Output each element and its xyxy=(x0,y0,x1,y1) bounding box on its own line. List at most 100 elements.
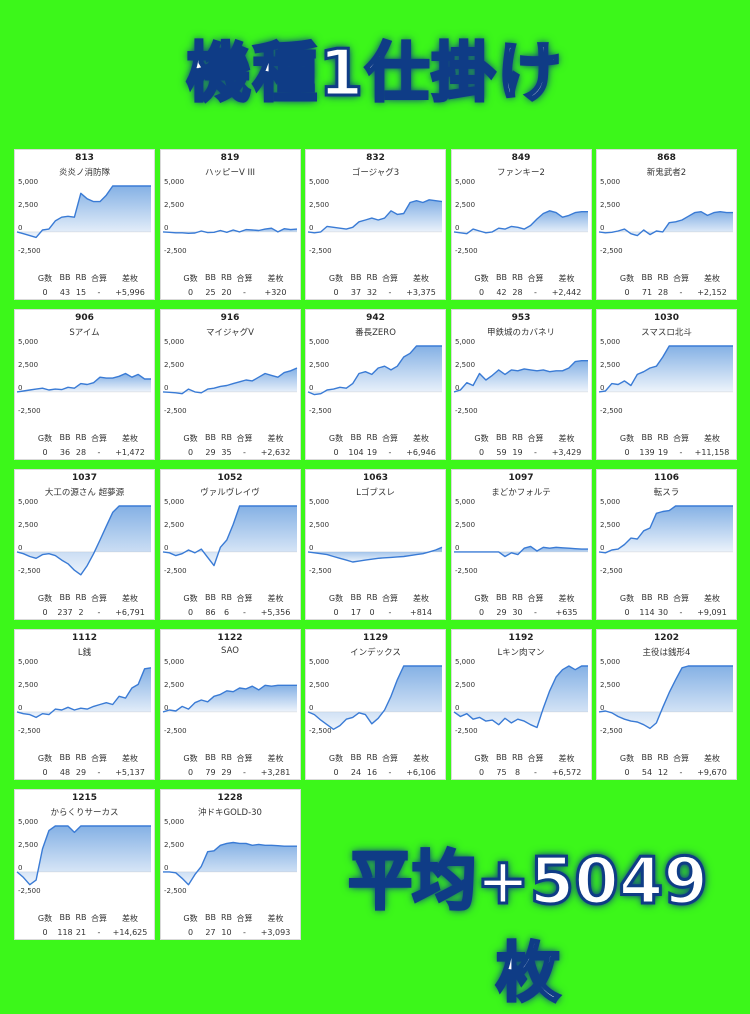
stat-header: G数 xyxy=(37,274,53,283)
series-line xyxy=(162,684,297,713)
y-tick-label: 2,500 xyxy=(18,681,38,689)
stat-header: 差枚 xyxy=(122,754,138,763)
series-line xyxy=(453,545,588,558)
line-chart: 5,000 2,500 0 -2,500 xyxy=(307,498,443,575)
stat-header: RB xyxy=(511,753,524,762)
stat-value: 30 xyxy=(657,608,669,617)
y-tick-label: 5,000 xyxy=(455,498,475,506)
series-line xyxy=(16,825,151,886)
series-line xyxy=(162,841,297,886)
machine-name: ファンキー2 xyxy=(497,168,545,178)
stat-header: G数 xyxy=(474,594,489,603)
stat-header: BB xyxy=(205,753,216,762)
stat-value: 28 xyxy=(75,448,87,457)
series-line xyxy=(453,360,588,393)
stat-header: BB xyxy=(641,433,653,442)
stat-header: BB xyxy=(496,593,507,602)
y-tick-label: 0 xyxy=(455,704,459,712)
y-tick-label: 5,000 xyxy=(164,658,184,666)
machine-name: 沖ドキGOLD-30 xyxy=(198,808,262,818)
area-fill xyxy=(162,506,297,566)
machine-number: 942 xyxy=(366,313,385,323)
stat-header: 合算 xyxy=(236,914,253,923)
stat-header: BB xyxy=(641,593,653,602)
line-chart: 5,000 2,500 0 -2,500 xyxy=(16,658,152,735)
y-tick-label: 5,000 xyxy=(600,498,620,506)
stat-header: 合算 xyxy=(382,754,398,763)
machine-number: 1052 xyxy=(217,473,243,483)
stat-value: +5,996 xyxy=(115,288,145,297)
stat-header: G数 xyxy=(619,594,635,603)
chart-panel: 1228 沖ドキGOLD-30 5,000 2,500 0 -2,500 G数 BB RB 合算 差… xyxy=(159,789,301,940)
line-chart: 5,000 2,500 0 -2,500 xyxy=(16,818,151,895)
stat-header: 差枚 xyxy=(704,594,720,603)
stat-header: 合算 xyxy=(382,434,398,443)
stat-header: 合算 xyxy=(527,434,544,443)
stat-value: 118 xyxy=(57,928,73,937)
machine-name: 甲鉄城のカバネリ xyxy=(486,328,555,338)
stat-header: G数 xyxy=(183,274,198,283)
chart-panel: 1215 からくりサーカス 5,000 2,500 0 -2,500 G数 BB RB 合算 差枚 0… xyxy=(14,789,155,940)
stat-header: 差枚 xyxy=(267,434,284,443)
stat-value: +9,091 xyxy=(697,608,727,617)
stat-value: - xyxy=(679,768,683,777)
y-tick-label: -2,500 xyxy=(600,247,623,255)
stat-value: - xyxy=(243,448,246,457)
chart-panel: 1192 Lキン肉マン 5,000 2,500 0 -2,500 G数 BB RB 合算 差枚 0 75… xyxy=(450,629,592,780)
y-tick-label: -2,500 xyxy=(18,247,41,255)
stat-value: 29 xyxy=(75,768,87,777)
stat-header: BB xyxy=(59,753,71,762)
stat-header: 合算 xyxy=(91,434,107,443)
stat-value: - xyxy=(97,288,101,297)
area-fill xyxy=(308,199,442,233)
stat-value: 79 xyxy=(205,768,216,777)
machine-number: 813 xyxy=(75,153,94,163)
y-tick-label: 5,000 xyxy=(164,338,184,346)
stat-header: 差枚 xyxy=(558,274,575,283)
machine-name: 番長ZERO xyxy=(355,328,396,338)
stat-header: 差枚 xyxy=(122,594,138,603)
stat-header: 合算 xyxy=(673,274,689,283)
stat-header: 合算 xyxy=(382,274,398,283)
stat-value: 25 xyxy=(205,288,216,297)
y-tick-label: 0 xyxy=(164,224,168,232)
y-tick-label: 0 xyxy=(18,384,22,392)
y-tick-label: 2,500 xyxy=(600,361,620,369)
stat-value: 0 xyxy=(42,928,48,937)
y-tick-label: -2,500 xyxy=(18,407,41,415)
stat-header: RB xyxy=(75,433,87,442)
stat-value: +6,946 xyxy=(406,448,436,457)
stat-header: 合算 xyxy=(236,754,253,763)
machine-number: 1192 xyxy=(508,633,534,643)
y-tick-label: 5,000 xyxy=(600,658,620,666)
stat-header: G数 xyxy=(619,274,635,283)
y-tick-label: -2,500 xyxy=(18,887,41,895)
stat-header: 差枚 xyxy=(413,754,429,763)
y-tick-label: 0 xyxy=(164,704,168,712)
y-tick-label: -2,500 xyxy=(164,727,187,735)
stat-header: RB xyxy=(220,273,233,282)
stat-value: +1,472 xyxy=(115,448,145,457)
stat-header: RB xyxy=(75,273,87,282)
series-line xyxy=(162,227,297,234)
line-chart: 5,000 2,500 0 -2,500 xyxy=(162,178,297,255)
y-tick-label: 2,500 xyxy=(600,521,620,529)
machine-number: 868 xyxy=(657,153,676,163)
stat-header: RB xyxy=(657,593,669,602)
stat-header: BB xyxy=(205,433,216,442)
machine-name: インデックス xyxy=(350,648,401,658)
stat-value: 0 xyxy=(42,288,48,297)
machine-number: 1063 xyxy=(362,473,389,483)
machine-name: 主役は銭形4 xyxy=(642,648,691,658)
stat-header: RB xyxy=(220,433,233,442)
area-fill xyxy=(453,210,588,234)
y-tick-label: -2,500 xyxy=(455,407,478,415)
stat-value: 0 xyxy=(42,768,48,777)
y-tick-label: 0 xyxy=(18,864,22,872)
y-tick-label: 2,500 xyxy=(18,201,38,209)
stat-value: 0 xyxy=(42,448,48,457)
line-chart: 5,000 2,500 0 -2,500 xyxy=(598,178,733,255)
page-title: 機種1仕掛け xyxy=(185,36,564,113)
stat-header: RB xyxy=(366,433,378,442)
stat-header: 差枚 xyxy=(267,754,284,763)
